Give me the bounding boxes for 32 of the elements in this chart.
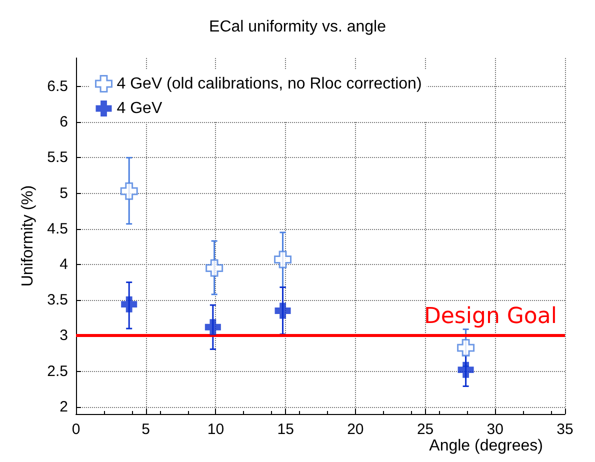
x-tick-label: 0 (72, 421, 80, 438)
x-axis-title: Angle (degrees) (429, 438, 543, 454)
chart-title: ECal uniformity vs. angle (209, 18, 386, 36)
point (206, 259, 224, 277)
y-tick-label: 2.5 (47, 362, 68, 380)
x-tick-label: 10 (207, 421, 224, 438)
point (274, 302, 291, 319)
y-tick-label: 6 (60, 114, 68, 131)
y-tick-label: 3.5 (47, 292, 68, 309)
y-tick-label: 2 (60, 398, 68, 416)
y-tick-label: 5 (60, 184, 68, 202)
point (458, 362, 474, 378)
point (204, 319, 221, 336)
x-tick-label: 35 (556, 421, 574, 438)
y-tick-label: 6.5 (47, 78, 68, 95)
y-tick-label: 4 (60, 256, 68, 273)
x-tick-label: 25 (416, 421, 434, 438)
x-tick-label: 5 (142, 421, 150, 438)
x-tick-label: 15 (277, 421, 294, 438)
y-tick-label: 4.5 (47, 220, 68, 238)
legend-label: 4 GeV (116, 100, 162, 117)
legend-label: 4 GeV (old calibrations, no Rloc correction) (116, 75, 422, 92)
point (120, 182, 138, 200)
point (121, 296, 138, 312)
ref-line-label: Design Goal (424, 304, 557, 330)
y-axis-title: Uniformity (%) (20, 185, 36, 287)
y-tick-label: 5.5 (47, 149, 68, 166)
x-tick-label: 20 (347, 421, 364, 438)
point (274, 250, 292, 268)
y-tick-label: 3 (60, 327, 68, 344)
x-tick-label: 30 (486, 421, 504, 438)
point (457, 339, 475, 357)
